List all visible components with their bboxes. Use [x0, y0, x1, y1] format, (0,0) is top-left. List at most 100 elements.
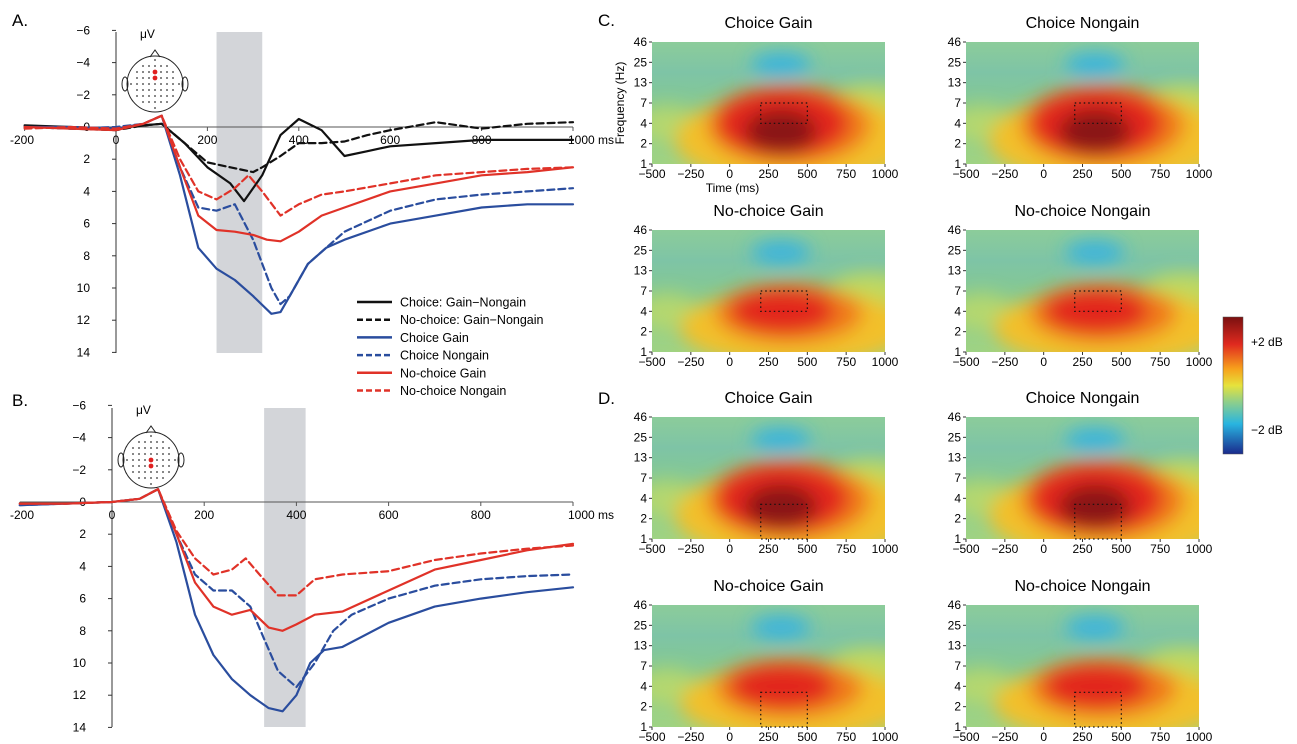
electrode-dot — [150, 435, 152, 437]
tf-x-tick-label: 750 — [836, 730, 856, 744]
electrode-dot — [154, 83, 156, 85]
electrode-dot — [154, 65, 156, 67]
electrode-dot — [138, 477, 140, 479]
y-tick-label: 12 — [77, 313, 91, 327]
tf-analysis-window — [1074, 691, 1122, 728]
electrode-dot — [160, 83, 162, 85]
electrode-dot — [172, 83, 174, 85]
tf-y-tick-label: 4 — [954, 304, 961, 318]
tf-blob-cool — [750, 615, 811, 640]
electrode-dot — [154, 95, 156, 97]
electrode-dot — [162, 447, 164, 449]
electrode-dot — [150, 477, 152, 479]
electrode-dot — [144, 441, 146, 443]
tf-x-tick-label: 500 — [797, 355, 817, 369]
legend-label: Choice Nongain — [400, 349, 489, 363]
tf-blob-peak — [744, 484, 817, 529]
electrode-dot — [144, 471, 146, 473]
unit-label: μV — [140, 27, 155, 41]
y-tick-label: 6 — [83, 217, 90, 231]
electrode-dot — [166, 95, 168, 97]
y-tick-label: −6 — [72, 398, 86, 412]
tf-x-tick-label: 750 — [836, 542, 856, 556]
x-tick-label: 1000 ms — [568, 133, 614, 147]
tf-x-tick-label: 500 — [1111, 167, 1131, 181]
y-tick-label: −4 — [76, 56, 90, 70]
series-line-no-choice-nongain — [18, 488, 575, 597]
tf-x-tick-label: 250 — [1072, 730, 1092, 744]
electrode-dot — [156, 441, 158, 443]
tf-map-d1: 46 25 13 7 4 2 1−500 −250 0 250 500 750 1000 Choice G… — [634, 390, 899, 556]
legend-label: No-choice Nongain — [400, 384, 506, 398]
electrode-dot — [148, 101, 150, 103]
head-nose — [145, 425, 157, 434]
electrode-dot — [162, 459, 164, 461]
tf-y-tick-label: 46 — [634, 410, 648, 424]
tf-x-tick-label: 0 — [726, 167, 733, 181]
panel-label-a: A. — [12, 11, 28, 30]
tf-x-tick-label: 0 — [1040, 355, 1047, 369]
electrode-dot — [166, 65, 168, 67]
tf-y-tick-label: 1 — [954, 345, 961, 359]
tf-x-tick-label: 1000 — [872, 730, 899, 744]
tf-y-tick-label: 2 — [640, 137, 647, 151]
electrode-dot — [166, 71, 168, 73]
electrode-dot — [166, 89, 168, 91]
electrode-dot — [142, 101, 144, 103]
electrode-dot — [142, 89, 144, 91]
tf-y-tick-label: 4 — [640, 116, 647, 130]
y-tick-label: 10 — [77, 281, 91, 295]
y-tick-label: 10 — [73, 656, 87, 670]
tf-x-tick-label: 250 — [1072, 542, 1092, 556]
tf-blobs — [652, 52, 885, 164]
series-line-no-choice-nongain — [23, 114, 575, 217]
head-ear-right — [181, 76, 189, 92]
tf-x-tick-label: −500 — [952, 542, 979, 556]
tf-x-tick-label: −500 — [638, 167, 665, 181]
tf-y-tick-label: 46 — [948, 223, 962, 237]
tf-y-tick-label: 7 — [640, 471, 647, 485]
panel-label-c: C. — [598, 11, 615, 30]
tf-blob-peak — [1058, 484, 1131, 529]
tf-y-tick-label: 1 — [640, 345, 647, 359]
tf-x-tick-label: 500 — [1111, 730, 1131, 744]
y-tick-label: 2 — [79, 527, 86, 541]
tf-map-d4: 46 25 13 7 4 2 1−500 −250 0 250 500 750 1000 No-choic… — [948, 578, 1213, 744]
x-tick-label: 0 — [113, 133, 120, 147]
y-tick-label: 8 — [79, 624, 86, 638]
electrode-dot — [142, 83, 144, 85]
tf-x-tick-label: 0 — [726, 542, 733, 556]
tf-map-d2: 46 25 13 7 4 2 1−500 −250 0 250 500 750 1000 Choice N… — [948, 390, 1213, 556]
tf-x-tick-label: 750 — [1150, 355, 1170, 369]
tf-title: No-choice Nongain — [1014, 203, 1150, 220]
colorbar: +2 dB −2 dB — [1222, 316, 1283, 455]
colorbar-bottom-label: −2 dB — [1251, 423, 1283, 437]
tf-map-d3: 46 25 13 7 4 2 1−500 −250 0 250 500 750 1000 No-choic… — [634, 578, 899, 744]
electrode-dot — [150, 471, 152, 473]
tf-y-tick-label: 4 — [640, 679, 647, 693]
tf-x-tick-label: 750 — [836, 167, 856, 181]
tf-y-tick-label: 4 — [640, 491, 647, 505]
tf-y-tick-label: 4 — [954, 491, 961, 505]
tf-y-tick-label: 7 — [640, 284, 647, 298]
tf-x-tick-label: 0 — [1040, 167, 1047, 181]
tf-y-tick-label: 13 — [634, 639, 648, 653]
tf-y-tick-label: 13 — [634, 76, 648, 90]
tf-y-tick-label: 1 — [954, 720, 961, 734]
tf-blob-red — [1044, 664, 1149, 709]
electrode-dot — [166, 77, 168, 79]
tf-map-c4: 46 25 13 7 4 2 1−500 −250 0 250 500 750 1000 No-choic… — [948, 203, 1213, 369]
electrode-dot — [174, 459, 176, 461]
electrode-dot — [148, 95, 150, 97]
y-tick-label: 14 — [73, 720, 87, 734]
electrode-dot — [144, 447, 146, 449]
x-tick-label: 0 — [109, 508, 116, 522]
tf-analysis-window — [760, 503, 808, 540]
electrode-dot — [150, 447, 152, 449]
tf-analysis-window — [1074, 290, 1122, 312]
electrode-dot — [160, 71, 162, 73]
electrode-dot — [148, 65, 150, 67]
tf-image — [652, 417, 885, 539]
tf-y-tick-label: 25 — [634, 618, 648, 632]
x-tick-label: 200 — [197, 133, 217, 147]
